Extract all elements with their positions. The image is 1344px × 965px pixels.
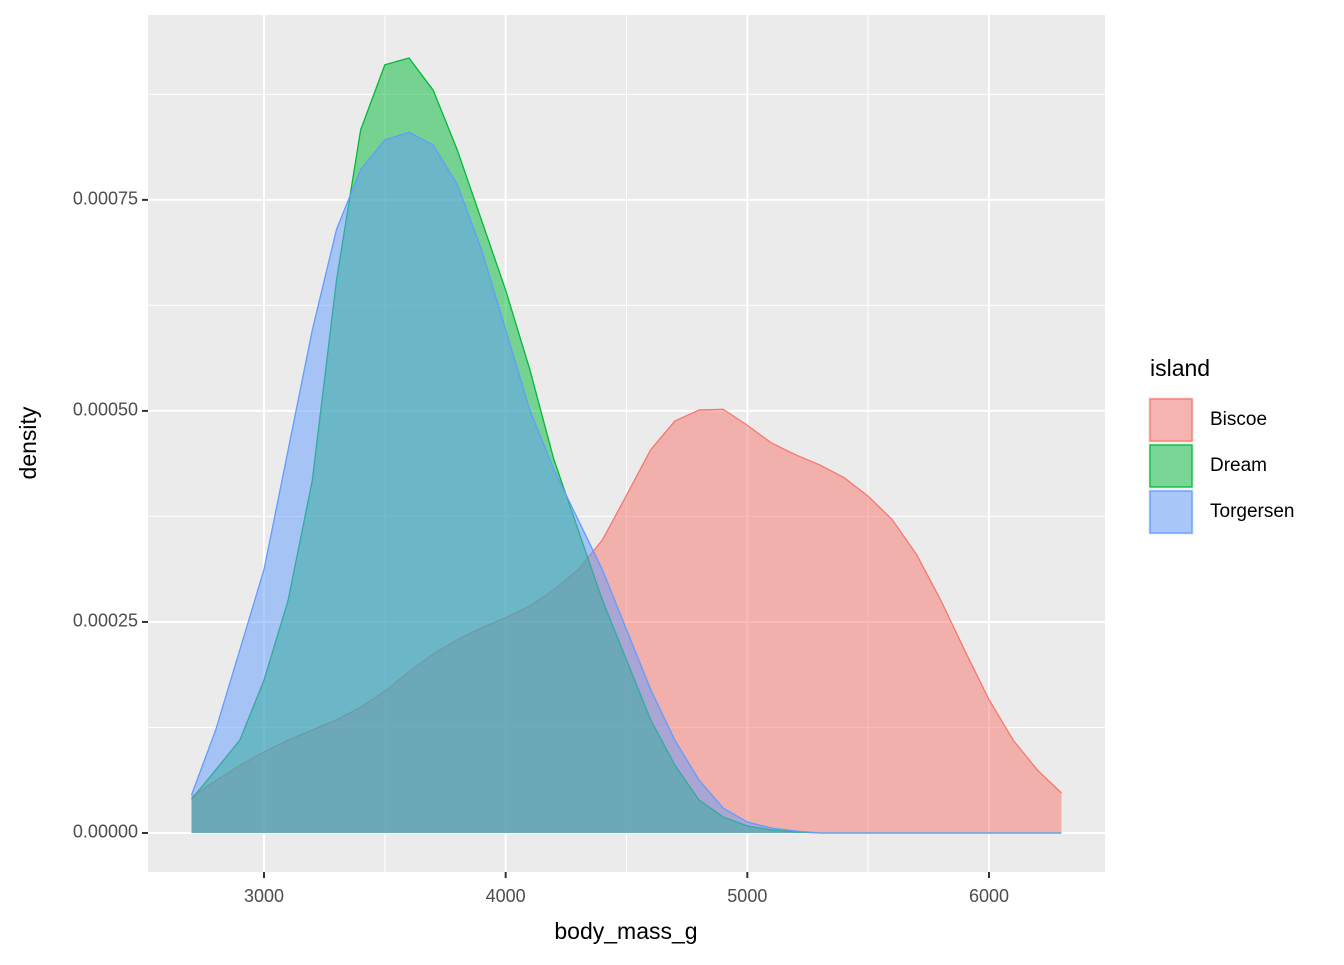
legend-label: Biscoe [1210,409,1267,430]
legend-label: Torgersen [1210,501,1295,522]
legend-key [1149,490,1193,534]
x-tick-label: 3000 [244,886,284,906]
y-tick-label: 0.00025 [73,611,138,631]
y-axis-title: density [15,406,41,479]
y-tick-label: 0.00075 [73,189,138,209]
x-axis-title: body_mass_g [554,918,697,944]
legend-label: Dream [1210,455,1267,476]
y-tick-label: 0.00050 [73,400,138,420]
y-tick-label: 0.00000 [73,822,138,842]
legend-title: island [1150,355,1210,381]
x-tick-label: 6000 [969,886,1009,906]
legend-key [1149,398,1193,442]
x-tick-label: 5000 [727,886,767,906]
density-area [191,132,1062,834]
density-line [190,131,1062,834]
legend-key [1149,444,1193,488]
x-tick-label: 4000 [486,886,526,906]
